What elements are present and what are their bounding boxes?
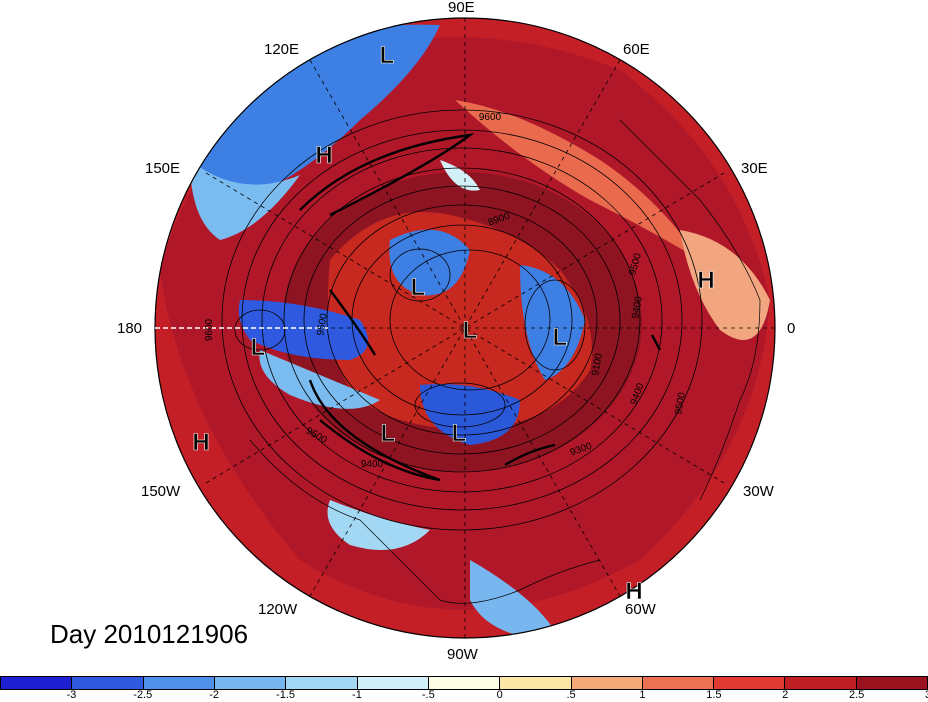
colorbar-segment: [500, 677, 572, 689]
low-pressure-label: L: [553, 324, 568, 351]
lon-label-150w: 150W: [141, 483, 181, 500]
contour-value-label: 9600: [204, 318, 215, 341]
cold-lobe-west-edge: [259, 350, 380, 409]
low-pressure-label: L: [463, 317, 478, 344]
high-pressure-label: H: [315, 142, 332, 169]
lon-label-180: 180: [117, 320, 143, 337]
colorbar-segment: [1, 677, 73, 689]
colorbar-tick-label: 1: [639, 689, 646, 701]
lon-label-30e: 30E: [741, 160, 768, 177]
colorbar-tick-label: 2: [782, 689, 789, 701]
cold-lobe-west: [238, 300, 368, 360]
height-contours: [221, 109, 703, 531]
low-pressure-label: L: [380, 42, 395, 69]
lon-label-30w: 30W: [743, 483, 774, 500]
contour-value-label: 9500: [673, 391, 688, 415]
lon-label-60e: 60E: [623, 41, 650, 58]
high-pressure-label: H: [625, 578, 642, 605]
day-title: Day 2010121906: [50, 619, 249, 649]
mild-patch-east: [680, 230, 770, 340]
colorbar-segment: [143, 677, 215, 689]
lon-label-60w: 60W: [625, 601, 656, 618]
colorbar-tick-label: 3: [925, 689, 928, 701]
lon-label-120w: 120W: [258, 601, 298, 618]
colorbar-segment: [428, 677, 501, 689]
colorbar-tick-label: -1: [352, 689, 362, 701]
colorbar-segment: [856, 677, 928, 689]
colorbar-tick-label: .5: [566, 689, 576, 701]
pale-patch-north: [440, 160, 480, 191]
high-pressure-label: H: [192, 429, 209, 456]
lon-label-120e: 120E: [264, 41, 300, 58]
lon-label-90w: 90W: [447, 646, 478, 663]
lon-label-90e: 90E: [448, 0, 475, 16]
low-pressure-label: L: [452, 420, 467, 447]
low-pressure-label: L: [251, 334, 266, 361]
colorbar-tick-label: 2.5: [848, 689, 865, 701]
colorbar-tick-label: -2: [209, 689, 220, 701]
cool-patch-south: [327, 500, 430, 550]
low-pressure-label: L: [411, 274, 426, 301]
high-pressure-label: H: [697, 267, 714, 294]
contour-value-label: 9400: [630, 295, 645, 319]
colorbar-tick-label: -1.5: [276, 689, 296, 701]
colorbar-tick-label: 1.5: [706, 689, 722, 701]
colorbar-segment: [571, 677, 643, 689]
colorbar-segment: [785, 677, 857, 689]
cold-anomaly-asia-edge: [190, 160, 300, 240]
map-disc: [155, 18, 775, 638]
contour-value-label: 9400: [361, 459, 384, 470]
colorbar-segment: [714, 677, 786, 689]
colorbar-segment: [72, 677, 144, 689]
lon-label-0: 0: [787, 320, 796, 337]
colorbar-tick-label: -3: [66, 689, 77, 701]
colorbar-tick-label: -2.5: [133, 689, 153, 701]
colorbar-tick-label: 0: [496, 689, 503, 701]
meridians: [155, 18, 775, 638]
pressure-centers: L H L L H L L L H L H: [192, 42, 715, 606]
colorbar-segment: [214, 677, 287, 689]
cold-lobe-east: [520, 265, 585, 380]
jet-contours: [299, 133, 662, 482]
colorbar-tick-label: -.5: [421, 689, 435, 701]
contour-value-label: 9600: [479, 112, 502, 123]
colorbar-segment: [286, 677, 358, 689]
lon-label-150e: 150E: [145, 160, 181, 177]
low-pressure-label: L: [381, 420, 396, 447]
colorbar: [0, 676, 928, 690]
colorbar-segment: [357, 677, 429, 689]
coastlines: [249, 119, 761, 604]
cool-patch-bottom: [470, 560, 560, 638]
contour-value-label: 9100: [590, 352, 605, 376]
colorbar-segment: [642, 677, 715, 689]
contour-value-label: 9500: [315, 312, 330, 336]
